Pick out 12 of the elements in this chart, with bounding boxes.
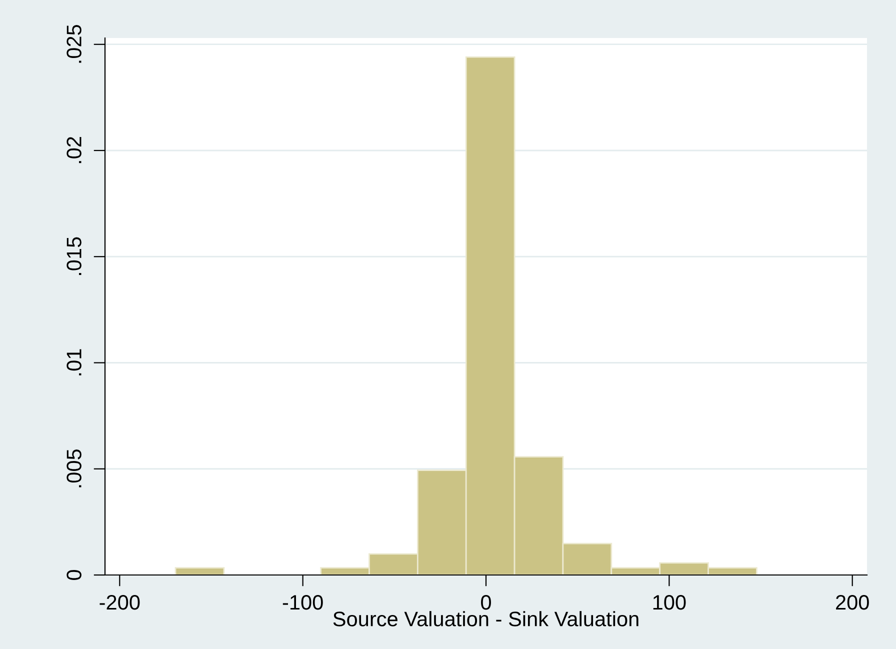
y-tick-label: .01: [66, 349, 82, 376]
x-tick-label: -200: [100, 594, 140, 610]
x-axis-title: Source Valuation - Sink Valuation: [333, 611, 638, 626]
x-tick-label: -100: [282, 594, 323, 610]
y-tick-label: .02: [66, 137, 82, 164]
x-tick-label: 200: [836, 594, 869, 610]
y-tick-label: .025: [66, 24, 82, 63]
y-tick-label: .005: [66, 449, 82, 488]
y-tick-label: .015: [66, 237, 82, 275]
x-tick-label: 0: [481, 594, 491, 610]
y-tick-label: 0: [66, 570, 82, 580]
x-tick-label: 100: [653, 594, 686, 610]
